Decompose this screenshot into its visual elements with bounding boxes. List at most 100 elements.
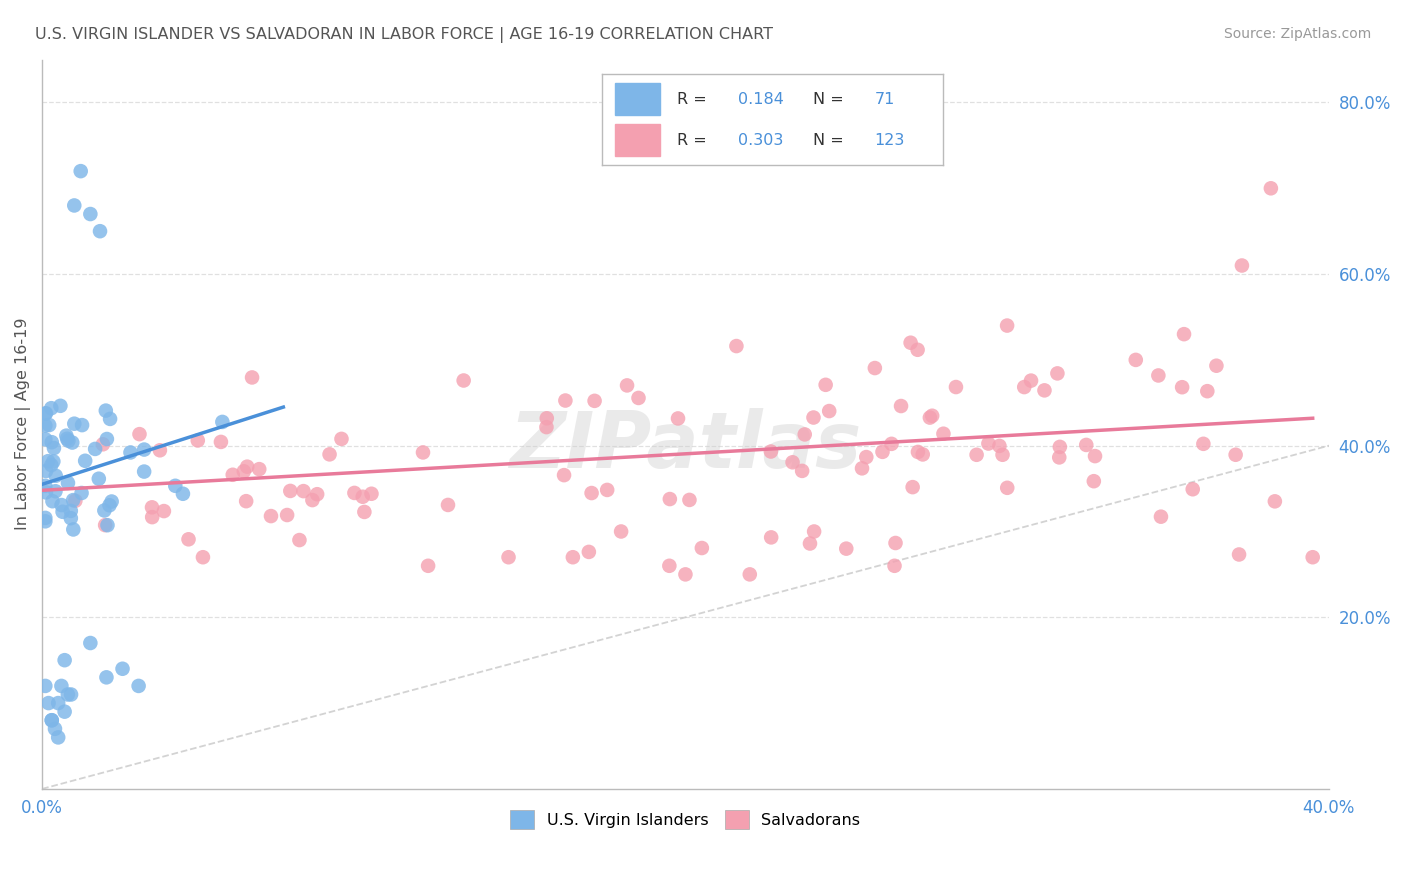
Point bbox=[666, 411, 689, 425]
Point bbox=[907, 343, 929, 357]
Point bbox=[44, 722, 66, 736]
Point bbox=[187, 434, 209, 448]
Point bbox=[34, 514, 56, 528]
Point bbox=[34, 479, 56, 493]
Point bbox=[1227, 548, 1250, 562]
Point bbox=[70, 486, 93, 500]
Point bbox=[292, 484, 315, 499]
Point bbox=[98, 498, 121, 512]
Point bbox=[835, 541, 858, 556]
Point bbox=[120, 445, 142, 459]
Point bbox=[1225, 448, 1247, 462]
Point bbox=[658, 558, 681, 573]
Point bbox=[53, 705, 76, 719]
Point bbox=[1197, 384, 1219, 399]
Point bbox=[918, 410, 941, 425]
Point bbox=[880, 437, 903, 451]
Point bbox=[39, 458, 62, 472]
Point bbox=[901, 480, 924, 494]
Point bbox=[134, 465, 156, 479]
Point bbox=[236, 459, 259, 474]
Point bbox=[416, 558, 439, 573]
Point bbox=[610, 524, 633, 539]
Point bbox=[38, 418, 60, 433]
Point bbox=[52, 505, 75, 519]
Point bbox=[1012, 380, 1035, 394]
Point bbox=[803, 410, 825, 425]
Point bbox=[738, 567, 761, 582]
Point bbox=[1181, 482, 1204, 496]
Point bbox=[63, 198, 86, 212]
Point bbox=[87, 472, 110, 486]
Point bbox=[437, 498, 460, 512]
Point bbox=[232, 464, 254, 478]
Point bbox=[59, 511, 82, 525]
Point bbox=[1047, 450, 1070, 465]
Point bbox=[536, 411, 558, 425]
Point bbox=[62, 523, 84, 537]
Point bbox=[51, 679, 73, 693]
Point bbox=[49, 399, 72, 413]
Point bbox=[75, 454, 97, 468]
Text: U.S. VIRGIN ISLANDER VS SALVADORAN IN LABOR FORCE | AGE 16-19 CORRELATION CHART: U.S. VIRGIN ISLANDER VS SALVADORAN IN LA… bbox=[35, 27, 773, 43]
Point bbox=[56, 432, 79, 446]
Point bbox=[301, 493, 323, 508]
Point bbox=[34, 511, 56, 525]
Point bbox=[247, 462, 270, 476]
Point bbox=[70, 418, 93, 433]
Point bbox=[1302, 550, 1324, 565]
Point bbox=[900, 335, 922, 350]
Point bbox=[98, 412, 121, 426]
Text: Source: ZipAtlas.com: Source: ZipAtlas.com bbox=[1223, 27, 1371, 41]
Point bbox=[1084, 449, 1107, 463]
Point bbox=[149, 443, 172, 458]
Point bbox=[863, 361, 886, 376]
Point bbox=[35, 485, 58, 500]
Point bbox=[38, 696, 60, 710]
Point bbox=[278, 483, 301, 498]
Point bbox=[1083, 474, 1105, 488]
Point bbox=[453, 374, 475, 388]
Point bbox=[1205, 359, 1227, 373]
Point bbox=[318, 447, 340, 461]
Point bbox=[128, 679, 150, 693]
Point bbox=[46, 731, 69, 745]
Point bbox=[616, 378, 638, 392]
Point bbox=[890, 399, 912, 413]
Point bbox=[111, 662, 134, 676]
Point bbox=[35, 464, 58, 478]
Point bbox=[1192, 437, 1215, 451]
Point bbox=[675, 567, 697, 582]
Point bbox=[34, 418, 56, 433]
Point bbox=[352, 490, 374, 504]
Point bbox=[79, 207, 101, 221]
Point bbox=[907, 445, 929, 459]
Point bbox=[988, 439, 1011, 453]
Point bbox=[58, 434, 80, 448]
Point bbox=[921, 409, 943, 423]
Point bbox=[1147, 368, 1170, 383]
Point bbox=[995, 318, 1018, 333]
Point bbox=[34, 433, 56, 447]
Point bbox=[191, 550, 214, 565]
Point bbox=[872, 445, 894, 459]
Point bbox=[343, 486, 366, 500]
Point bbox=[678, 492, 700, 507]
Point bbox=[578, 545, 600, 559]
Point bbox=[884, 536, 907, 550]
Point bbox=[141, 500, 163, 515]
Point bbox=[1230, 259, 1253, 273]
Point bbox=[240, 370, 263, 384]
Point bbox=[814, 377, 837, 392]
Point bbox=[330, 432, 353, 446]
Point bbox=[276, 508, 298, 522]
Point bbox=[41, 713, 63, 727]
Point bbox=[991, 448, 1014, 462]
Point bbox=[581, 486, 603, 500]
Point bbox=[288, 533, 311, 547]
Point bbox=[235, 494, 257, 508]
Point bbox=[1171, 380, 1194, 394]
Point bbox=[42, 454, 65, 468]
Point bbox=[803, 524, 825, 539]
Point bbox=[759, 530, 782, 544]
